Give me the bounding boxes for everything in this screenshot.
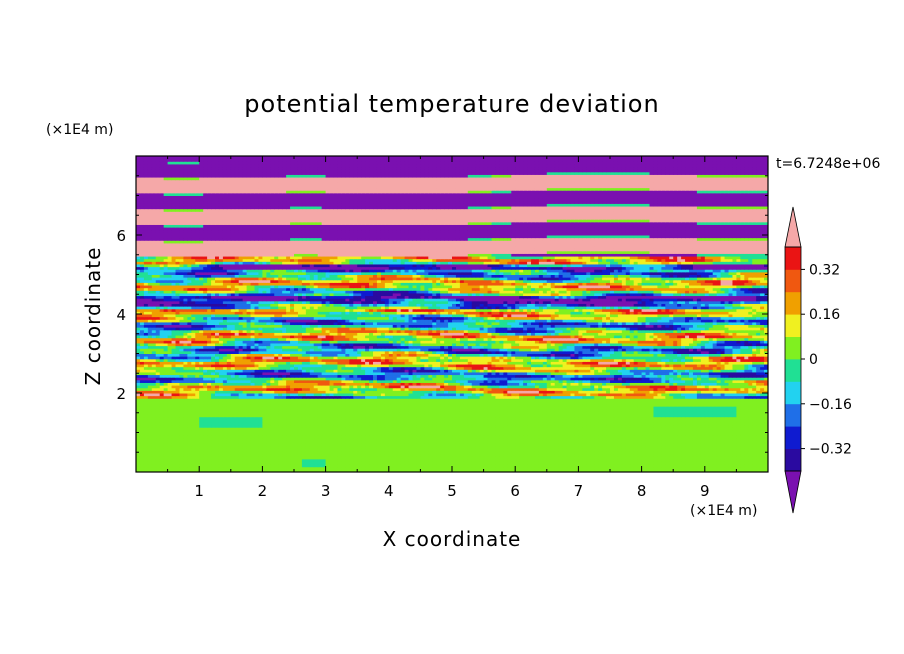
plot-area — [136, 156, 769, 473]
time-label: t=6.7248e+06 — [776, 156, 880, 172]
chart-title: potential temperature deviation — [244, 90, 659, 118]
y-unit-label: (×1E4 m) — [46, 122, 113, 138]
